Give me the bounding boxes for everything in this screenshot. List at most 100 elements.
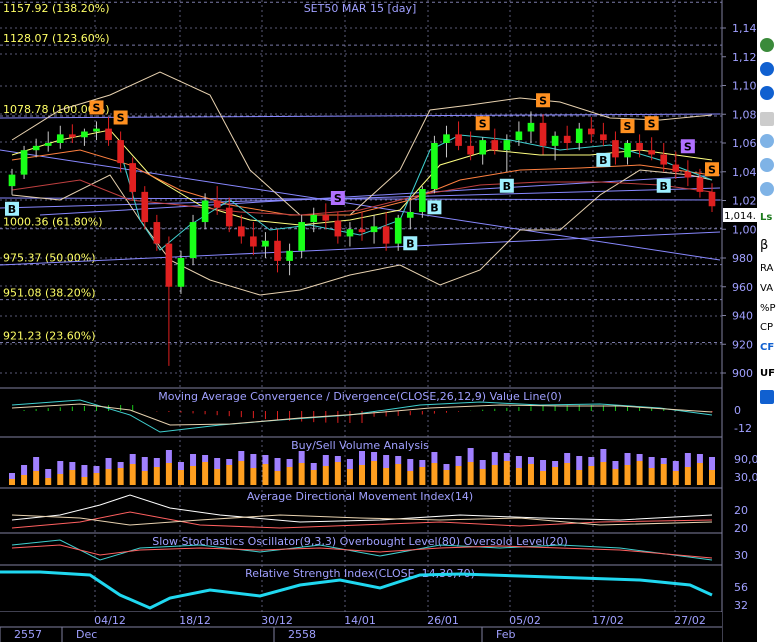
trend-line [39,174,721,216]
volume-sell-bar [527,457,534,464]
volume-sell-bar [226,459,233,465]
fib-label: 1128.07 (123.60%) [3,32,110,45]
candle-body [684,171,692,178]
pointer-icon[interactable] [760,112,774,126]
sidebar-item-uf[interactable]: UF [760,368,775,379]
candle-body [346,229,354,237]
candle-body [129,163,137,192]
volume-sell-bar [467,448,474,462]
zoom-in-icon[interactable] [760,134,774,148]
candle-body [443,134,450,143]
candle-body [69,134,76,138]
fib-label: 1078.78 (100.00%) [3,103,110,116]
volume-sell-bar [709,457,715,470]
volume-buy-bar [612,469,619,485]
sidebar-item-cp[interactable]: CP [760,322,774,333]
volume-buy-bar [467,462,474,485]
add-icon[interactable] [760,62,774,76]
volume-sell-bar [395,456,402,464]
buy-sell-signals[interactable]: B B B B B B S S S S S S S S S [5,93,719,251]
volume-sell-bar [455,456,462,466]
sidebar-item-va[interactable]: VA [760,283,774,294]
y-tick-label: 900 [732,367,753,380]
volume-buy-bar [443,470,450,485]
fibonacci-levels: 1157.92 (138.20%) 1128.07 (123.60%) 1078.7… [0,1,722,343]
sidebar-item-cf[interactable]: CF [760,342,775,353]
volume-buy-bar [117,468,124,485]
volume-buy-bar [226,465,233,485]
volume-sell-bar [479,460,486,469]
x-period-label: Dec [76,628,97,641]
candle-body [213,200,221,208]
sell-signal-label: S [648,117,656,130]
volume-buy-bar [214,469,221,485]
x-period-label: 2558 [288,628,316,641]
buy-signal-label: B [430,201,438,214]
macd-signal-line [11,403,713,426]
volume-buy-bar [177,470,184,485]
volume-buy-bar [33,471,40,485]
rsi-line [0,570,713,610]
trend-line [0,231,721,266]
candle-body [20,150,28,175]
y-tick-label: 1,140 [732,22,764,35]
sidebar-item-beta[interactable]: β [760,238,769,253]
candle-body [8,174,16,187]
search-icon[interactable] [760,182,774,196]
trend-line [0,149,721,261]
volume-sell-bar [515,456,522,468]
volume-sell-bar [431,452,438,463]
candle-body [177,258,185,287]
volume-buy-bar [238,461,245,485]
candle-body [141,191,149,223]
volume-sell-bar [33,457,40,471]
volume-buy-bar [660,464,667,485]
volume-sell-bar [624,453,631,465]
volume-buy-bar [576,470,583,485]
y-tick-label: 940 [732,310,753,323]
volume-sell-bar [81,465,88,477]
sidebar-item-ls[interactable]: Ls [760,212,773,223]
volume-buy-bar [709,470,715,485]
candle-body [575,128,583,143]
candlestick-series[interactable] [8,111,716,366]
volume-sell-bar [105,458,112,469]
volume-sell-bar [214,458,221,469]
settings-icon[interactable] [760,390,774,404]
sell-signal-label: S [479,117,487,130]
volume-sell-bar [165,450,172,463]
candle-body [527,122,535,132]
volume-sell-bar [250,454,257,468]
volume-buy-bar [57,474,64,485]
buy-signal-marker [596,152,611,167]
remove-icon[interactable] [760,86,774,100]
panel-tick-label: 56 [734,581,748,594]
collapse-icon[interactable] [760,38,774,52]
volume-sell-bar [564,453,571,463]
volume-sell-bar [503,453,510,461]
volume-buy-bar [491,465,498,485]
sidebar-item-percent-p[interactable]: %P [760,303,776,314]
sell-signal-marker [113,110,128,125]
panel-tick-label: 32 [734,599,748,612]
panel-title-macd: Moving Average Convergence / Divergence(… [158,390,562,403]
volume-buy-bar [69,470,76,485]
buy-signal-label: B [406,237,414,250]
volume-sell-bar [298,451,305,463]
fib-label: 1157.92 (138.20%) [3,2,110,15]
volume-buy-bar [81,477,88,485]
sidebar-item-ra[interactable]: RA [760,263,774,274]
zoom-out-icon[interactable] [760,158,774,172]
candle-body [370,226,378,233]
candle-body [93,128,100,132]
volume-buy-bar [515,468,522,485]
fib-label: 1000.36 (61.80%) [3,216,103,229]
x-date-label: 17/02 [592,614,624,627]
x-period-label: Feb [496,628,515,641]
candle-body [624,143,631,158]
panel-tick-label: 0 [734,404,741,417]
buy-signal-marker [403,236,418,251]
volume-sell-bar [322,455,329,466]
volume-sell-bar [202,455,209,462]
volume-buy-bar [455,466,462,485]
